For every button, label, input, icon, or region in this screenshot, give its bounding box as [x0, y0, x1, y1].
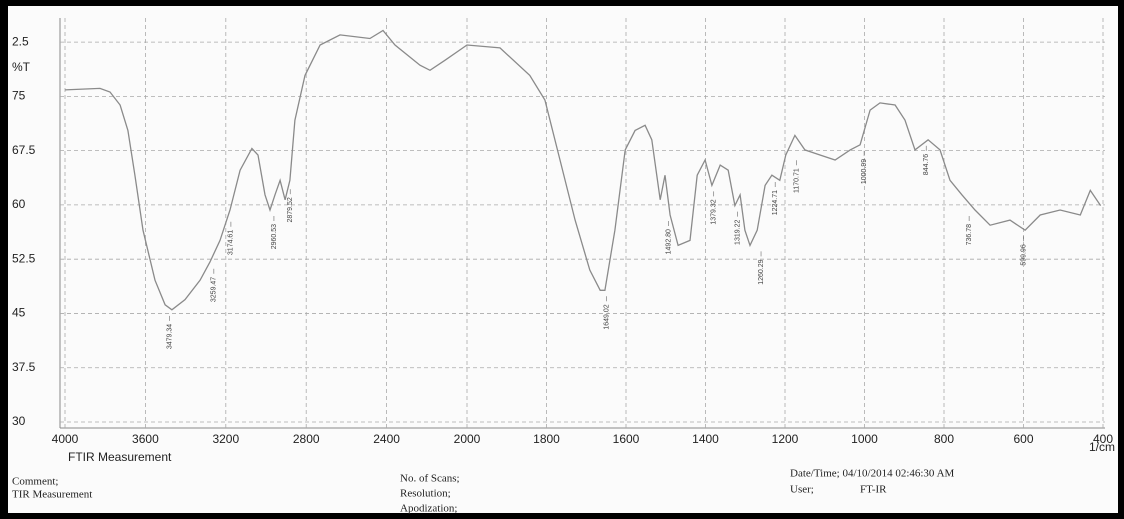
peak-label: 1319.22	[734, 220, 741, 245]
footer-text: TIR Measurement	[12, 489, 92, 501]
x-tick-label: 1600	[613, 432, 640, 446]
peak-label: 3479.34	[166, 324, 173, 349]
x-tick-label: 1000	[851, 432, 878, 446]
peak-label: 2960.53	[271, 224, 278, 249]
y-tick-label: 75	[12, 89, 26, 103]
x-tick-label: 3200	[212, 432, 239, 446]
x-tick-label: 2000	[454, 432, 481, 446]
peak-label: 1379.32	[711, 199, 718, 224]
footer-text: No. of Scans;	[400, 473, 460, 485]
y-tick-label: 30	[12, 414, 26, 428]
footer-text: FT-IR	[860, 484, 887, 496]
footer-text: Apodization;	[400, 503, 457, 515]
peak-label: 1649.02	[603, 304, 610, 329]
peak-label: 2879.52	[287, 197, 294, 222]
x-tick-label: 2800	[293, 432, 320, 446]
peak-label: 1492.80	[665, 229, 672, 254]
x-tick-label: 1200	[772, 432, 799, 446]
y-tick-label: 60	[12, 197, 26, 211]
peak-label: 844.76	[923, 154, 930, 176]
footer-text: User;	[790, 484, 814, 496]
peak-label: 3259.47	[211, 277, 218, 302]
y-label: %T	[12, 60, 31, 74]
footer-text: Date/Time; 04/10/2014 02:46:30 AM	[790, 468, 955, 480]
x-tick-label: 2400	[373, 432, 400, 446]
peak-label: 1224.71	[772, 190, 779, 215]
peak-label: 1260.29	[758, 259, 765, 284]
peak-label: 3174.61	[228, 230, 235, 255]
footer-text: Resolution;	[400, 488, 451, 500]
peak-label: 1000.99	[861, 159, 868, 184]
x-tick-label: 1800	[533, 432, 560, 446]
x-tick-label: 400	[1093, 432, 1113, 446]
y-tick-label: 37.5	[12, 360, 36, 374]
x-label: 1/cm	[1089, 440, 1115, 454]
peak-label: 599.96	[1020, 244, 1027, 266]
peak-label: 1170.71	[793, 168, 800, 193]
footer-text: Comment;	[12, 476, 58, 488]
peak-label: 736.78	[966, 224, 973, 246]
y-tick-label: 45	[12, 306, 26, 320]
y-tick-label: 52.5	[12, 251, 36, 265]
spectrum-line	[64, 29, 1102, 311]
x-tick-label: 800	[934, 432, 954, 446]
x-tick-label: 3600	[132, 432, 159, 446]
y-tick-label: 67.5	[12, 143, 36, 157]
x-title: FTIR Measurement	[68, 450, 172, 464]
y-tick-label: 2.5	[12, 34, 29, 48]
x-tick-label: 600	[1013, 432, 1033, 446]
x-tick-label: 4000	[52, 432, 79, 446]
x-tick-label: 1400	[692, 432, 719, 446]
